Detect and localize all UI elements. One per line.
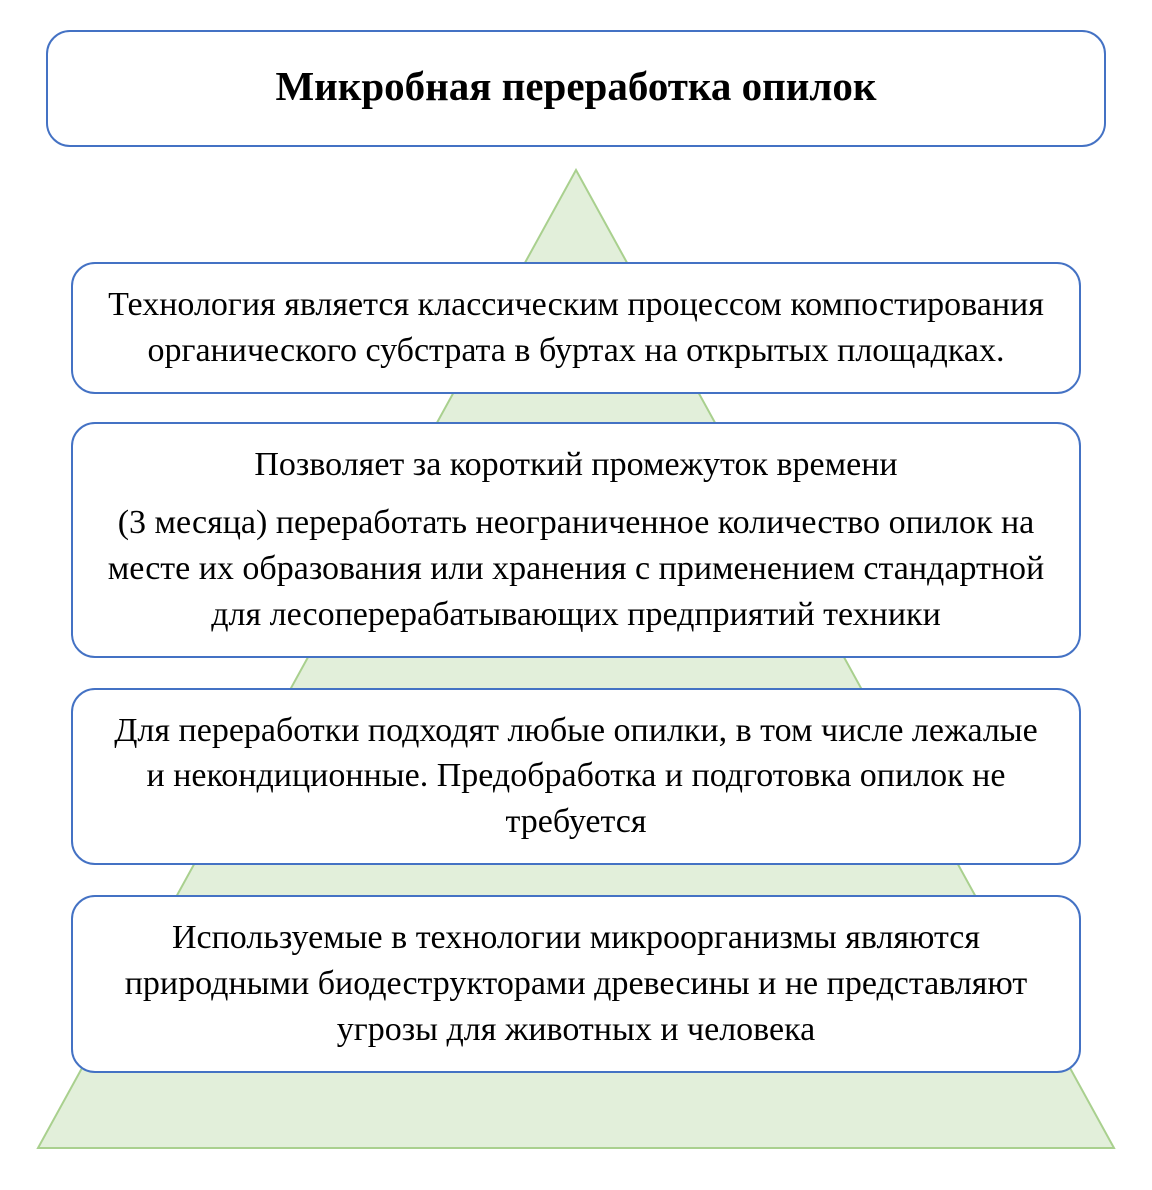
info-box-2: Позволяет за короткий промежуток времени…: [71, 422, 1081, 658]
info-text: Технология является классическим процесс…: [101, 282, 1051, 374]
info-box-1: Технология является классическим процесс…: [71, 262, 1081, 394]
info-text: Позволяет за короткий промежуток времени: [101, 442, 1051, 488]
info-text: (3 месяца) переработать неограниченное к…: [101, 500, 1051, 638]
title-box: Микробная переработка опилок: [46, 30, 1106, 147]
diagram-title: Микробная переработка опилок: [76, 62, 1076, 111]
info-text: Используемые в технологии микроорганизмы…: [101, 915, 1051, 1053]
pyramid-diagram: Микробная переработка опилок Технология …: [0, 0, 1152, 1190]
info-box-3: Для переработки подходят любые опилки, в…: [71, 688, 1081, 866]
info-text: Для переработки подходят любые опилки, в…: [101, 708, 1051, 846]
info-box-4: Используемые в технологии микроорганизмы…: [71, 895, 1081, 1073]
